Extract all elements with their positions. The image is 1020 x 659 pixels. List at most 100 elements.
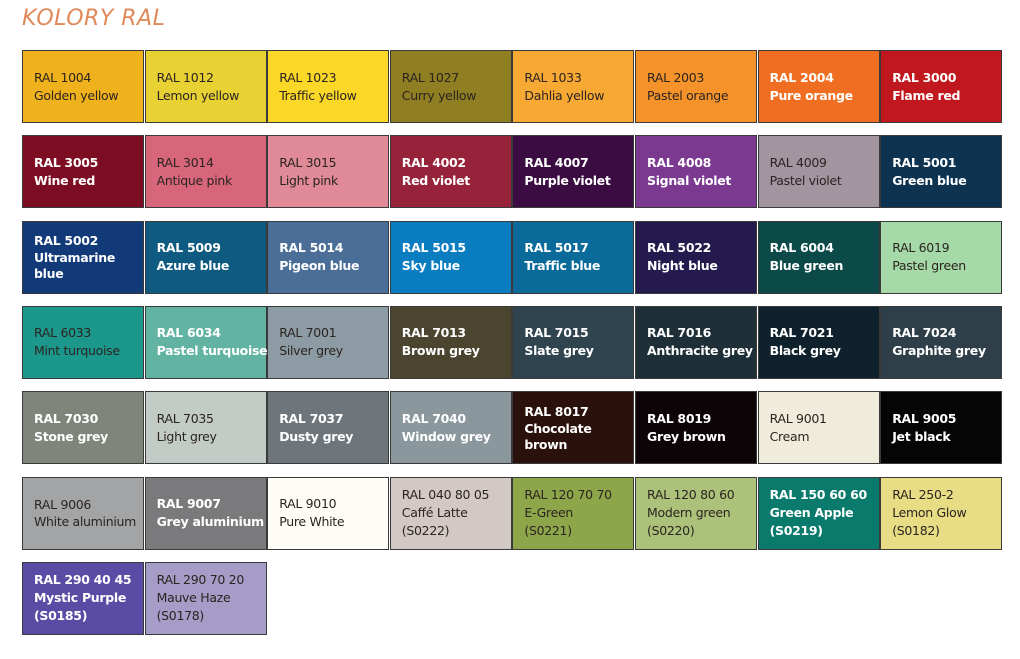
swatch-code: RAL 5002 [34,233,99,249]
swatch-name: Pure orange [769,87,854,103]
color-swatch: RAL 1004 Golden yellow [22,50,144,123]
swatch-name: Golden yellow [34,87,119,103]
swatch-code: RAL 5001 [892,154,957,170]
color-swatch: RAL 7015 Slate grey [512,305,635,379]
swatch-name: Green Apple [769,505,854,520]
swatch-code: RAL 4008 [647,154,712,170]
swatch-code: RAL 4009 [769,154,827,170]
swatch-name: Mauve Haze [156,590,231,606]
swatch-code: RAL 6034 [156,325,221,341]
swatch-name: Pigeon blue [279,258,360,274]
swatch-code: RAL 250-2 [892,487,954,502]
color-swatch: RAL 8019 Grey brown [635,391,757,465]
swatch-code: RAL 1027 [401,69,459,85]
page-title: KOLORY RAL [22,6,166,31]
swatch-name: Pastel turquoise [156,343,268,359]
swatch-name: Caffé Latte [401,505,468,520]
swatch-code: RAL 5017 [524,240,589,256]
swatch-code: RAL 290 70 20 [156,572,245,588]
swatch-code: RAL 8019 [647,410,712,426]
swatch-code: RAL 1012 [156,69,214,85]
color-swatch: RAL 7021 Black grey [757,305,880,379]
color-swatch: RAL 9005 Jet black [880,391,1003,465]
swatch-name: Pastel orange [647,87,729,103]
swatch-code: RAL 1023 [279,69,337,85]
swatch-name: Purple violet [524,172,611,188]
swatch-name: Sky blue [401,258,460,274]
swatch-code: RAL 9006 [34,497,92,512]
swatch-code: RAL 7021 [769,325,834,341]
swatch-name: Curry yellow [401,87,477,103]
swatch-code: RAL 9007 [156,496,221,511]
swatch-code: RAL 7030 [34,410,99,426]
swatch-code: RAL 290 40 45 [34,572,132,588]
color-swatch: RAL 3014 Antique pink [144,135,267,209]
color-swatch: RAL 4007 Purple violet [512,135,635,209]
color-swatch: RAL 7013 Brown grey [389,305,512,379]
swatch-sub: (S0222) [401,523,450,538]
swatch-name: Pastel violet [769,172,842,188]
color-swatch: RAL 5009 Azure blue [144,220,267,294]
color-swatch: RAL 9001 Cream [757,391,880,465]
swatch-name: Dusty grey [279,428,354,444]
swatch-sub: (S0219) [769,523,823,538]
swatch-name: Pastel green [892,258,966,274]
swatch-name: Modern green [647,505,731,520]
swatch-name: Traffic yellow [279,87,357,103]
swatch-code: RAL 7016 [647,325,712,341]
color-swatch: RAL 290 40 45 Mystic Purple (S0185) [22,561,144,635]
swatch-code: RAL 1033 [524,69,582,85]
swatch-code: RAL 3000 [892,69,957,85]
swatch-code: RAL 3015 [279,154,337,170]
swatch-name: Lemon yellow [156,87,240,103]
swatch-name: Brown grey [401,343,480,359]
swatch-code: RAL 2003 [647,69,705,85]
color-swatch: RAL 2004 Pure orange [757,50,880,123]
color-swatch: RAL 7035 Light grey [144,391,267,465]
swatch-code: RAL 8017 [524,403,589,419]
swatch-name: Night blue [647,258,718,274]
color-swatch: RAL 9007 Grey aluminium [144,476,267,550]
swatch-name: Azure blue [156,258,230,274]
swatch-code: RAL 120 70 70 [524,487,612,502]
swatch-sub: (S0220) [647,523,695,538]
swatch-name: Antique pink [156,172,233,188]
color-swatch: RAL 9006 White aluminium [22,476,144,550]
swatch-code: RAL 7040 [401,410,466,426]
swatch-code: RAL 7013 [401,325,466,341]
color-swatch: RAL 7037 Dusty grey [267,391,390,465]
swatch-sub: (S0185) [34,608,88,624]
swatch-sub: (S0221) [524,523,572,538]
color-swatch: RAL 1012 Lemon yellow [144,50,267,123]
swatch-code: RAL 150 60 60 [769,487,868,502]
swatch-name: Grey brown [647,428,726,444]
swatch-code: RAL 7037 [279,410,344,426]
swatch-code: RAL 9005 [892,410,957,426]
swatch-code: RAL 7024 [892,325,957,341]
swatch-name: Wine red [34,172,95,188]
swatch-name: Light grey [156,428,217,444]
swatch-code: RAL 7035 [156,410,214,426]
swatch-code: RAL 4002 [401,154,466,170]
swatch-sub: (S0178) [156,608,205,624]
color-swatch: RAL 4009 Pastel violet [757,135,880,209]
color-swatch: RAL 5017 Traffic blue [512,220,635,294]
swatch-name: Blue green [769,258,844,274]
color-swatch: RAL 5015 Sky blue [389,220,512,294]
swatch-name: Light pink [279,172,338,188]
swatch-code: RAL 6019 [892,240,950,256]
swatch-code: RAL 3005 [34,154,99,170]
swatch-name: Window grey [401,428,491,444]
swatch-name: Dahlia yellow [524,87,605,103]
color-swatch: RAL 9010 Pure White [267,476,390,550]
swatch-name: Green blue [892,172,967,188]
color-swatch: RAL 7016 Anthracite grey [635,305,757,379]
color-swatch: RAL 4002 Red violet [389,135,512,209]
swatch-code: RAL 6033 [34,325,92,341]
swatch-code: RAL 120 80 60 [647,487,735,502]
color-swatch: RAL 150 60 60 Green Apple (S0219) [757,476,880,550]
swatch-code: RAL 5014 [279,240,344,256]
swatch-code: RAL 040 80 05 [401,487,490,502]
swatch-name: Anthracite grey [647,343,753,359]
color-swatch: RAL 3015 Light pink [267,135,390,209]
